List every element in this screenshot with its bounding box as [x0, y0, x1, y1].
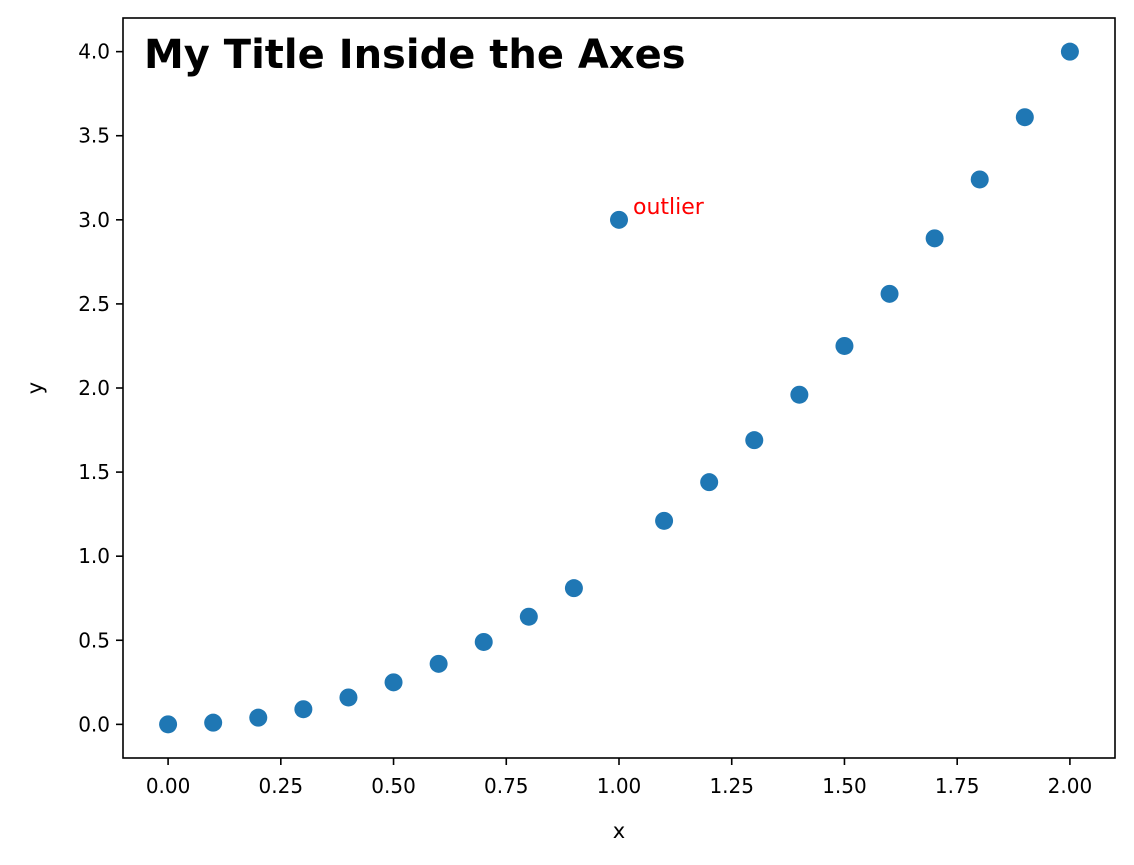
data-point — [294, 700, 313, 719]
data-point — [384, 673, 403, 692]
x-tick-label: 0.00 — [146, 774, 191, 798]
data-point — [1015, 108, 1034, 127]
y-tick-label: 2.5 — [78, 292, 110, 316]
x-tick-label: 1.25 — [709, 774, 754, 798]
data-point — [835, 336, 854, 355]
data-point — [880, 284, 899, 303]
y-tick-label: 3.0 — [78, 208, 110, 232]
data-point — [519, 607, 538, 626]
data-point — [790, 385, 809, 404]
data-point — [970, 170, 989, 189]
chart-title: My Title Inside the Axes — [144, 32, 686, 78]
annotations: outlier — [633, 195, 705, 220]
data-point — [610, 210, 628, 229]
data-point — [1060, 42, 1079, 61]
data-point — [339, 688, 358, 707]
data-point — [204, 713, 223, 732]
data-point — [655, 511, 674, 530]
data-point — [745, 431, 764, 450]
data-point — [925, 229, 944, 248]
y-axis-label: y — [23, 382, 47, 394]
data-point — [474, 632, 493, 651]
y-tick-label: 0.5 — [78, 628, 110, 652]
data-point — [700, 473, 719, 492]
plot-area — [159, 42, 1079, 734]
x-tick-label: 0.75 — [484, 774, 529, 798]
data-point — [249, 708, 268, 727]
x-tick-label: 2.00 — [1048, 774, 1093, 798]
x-axis: 0.00 0.25 0.50 0.75 1.00 1.25 1.50 1.75 2.00 — [146, 758, 1092, 798]
y-axis: 0.0 0.5 1.0 1.5 2.0 2.5 3.0 3.5 4.0 — [78, 40, 123, 736]
y-tick-label: 1.0 — [78, 544, 110, 568]
data-point — [429, 654, 448, 673]
y-tick-label: 4.0 — [78, 40, 110, 64]
x-tick-label: 1.00 — [597, 774, 642, 798]
data-point — [159, 715, 178, 734]
y-tick-label: 0.0 — [78, 712, 110, 736]
x-axis-label: x — [613, 819, 625, 843]
x-tick-label: 0.25 — [259, 774, 304, 798]
x-tick-label: 1.50 — [822, 774, 867, 798]
y-tick-label: 3.5 — [78, 124, 110, 148]
x-tick-label: 1.75 — [935, 774, 980, 798]
data-point — [564, 579, 583, 598]
x-tick-label: 0.50 — [371, 774, 416, 798]
y-tick-label: 2.0 — [78, 376, 110, 400]
annotation-label: outlier — [633, 195, 705, 220]
y-tick-label: 1.5 — [78, 460, 110, 484]
axes-frame — [122, 17, 1116, 759]
